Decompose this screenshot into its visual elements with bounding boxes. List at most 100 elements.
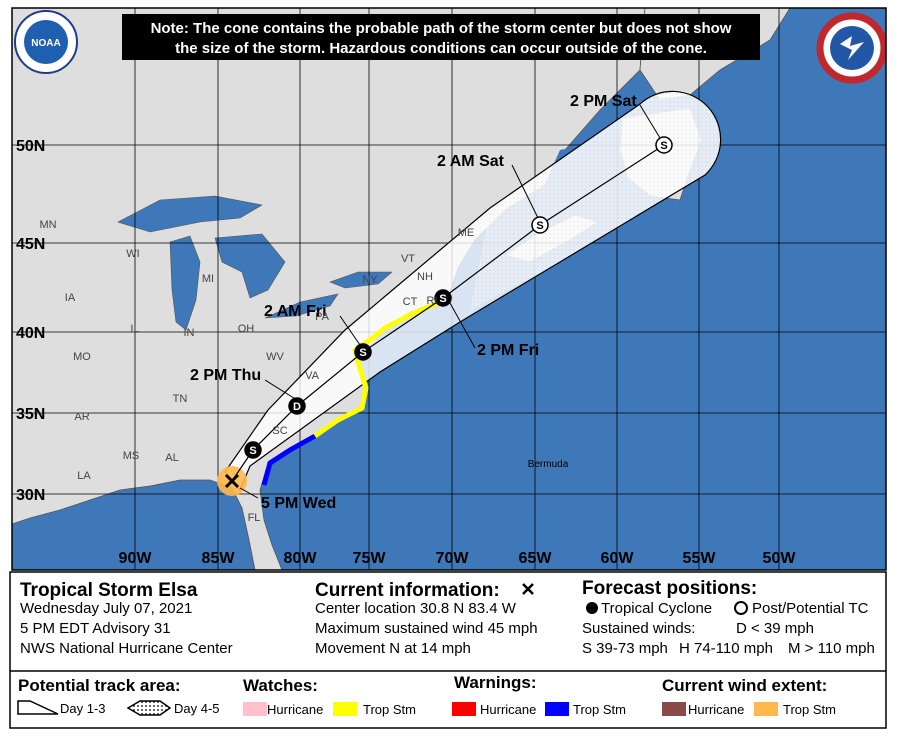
point-symbol: D xyxy=(293,401,301,413)
state-label: WI xyxy=(126,248,139,260)
state-label: PA xyxy=(315,311,330,323)
state-label: MO xyxy=(73,351,91,363)
state-label: MS xyxy=(123,450,140,462)
state-label: AL xyxy=(165,452,178,464)
legend-text: Sustained winds: xyxy=(582,620,695,637)
place-label: Bermuda xyxy=(528,459,569,470)
lat-label: 35N xyxy=(16,406,45,423)
current-icon xyxy=(522,583,534,595)
map-frame xyxy=(11,7,887,571)
day13-icon xyxy=(17,700,59,715)
section-title: Forecast positions: xyxy=(582,578,757,599)
legend-title: Current wind extent: xyxy=(662,676,827,695)
swatch xyxy=(662,702,686,716)
leader-line xyxy=(511,164,539,219)
lake-ontario xyxy=(329,271,393,289)
forecast-point xyxy=(354,343,372,361)
swatch xyxy=(545,702,569,716)
info-line: Center location 30.8 N 83.4 W xyxy=(315,600,517,617)
lon-label: 55W xyxy=(683,550,717,567)
legend-text: Day 1-3 xyxy=(60,701,106,716)
note: the size of the storm. Hazardous conditi… xyxy=(175,40,707,57)
swatch xyxy=(333,702,357,716)
legend-text: H 74-110 mph xyxy=(679,640,773,657)
forecast-point xyxy=(655,136,673,154)
state-label: ME xyxy=(458,227,475,239)
state-label: SC xyxy=(272,425,287,437)
leader-line xyxy=(264,379,298,401)
lat-label: 45N xyxy=(16,236,45,253)
info-line: Maximum sustained wind 45 mph xyxy=(315,620,538,637)
leader-line xyxy=(639,104,661,139)
leader-line xyxy=(339,315,361,346)
state-labels: MN WI MI IA IL IN OH MO WV VA TN AR SC MS AL LA FL PA NY VT… xyxy=(39,219,474,524)
point-label: 5 PM Wed xyxy=(261,495,336,512)
logo-text: NOAA xyxy=(31,38,60,49)
state-label: LA xyxy=(77,470,91,482)
legend-text: D < 39 mph xyxy=(736,620,814,637)
legend-text: Tropical Cyclone xyxy=(601,600,712,617)
state-label: MN xyxy=(39,219,56,231)
legend-text: S 39-73 mph xyxy=(582,640,668,657)
lat-label: 40N xyxy=(16,325,45,342)
lake-erie xyxy=(264,293,339,319)
current-position xyxy=(224,473,240,489)
state-label: IN xyxy=(184,327,195,339)
cone xyxy=(224,90,722,492)
info-line: Movement N at 14 mph xyxy=(315,640,471,657)
leader-line xyxy=(239,487,259,499)
lake-michigan xyxy=(169,235,201,331)
state-label: TN xyxy=(173,393,188,405)
lake-huron xyxy=(214,233,286,299)
state-label: CT xyxy=(403,296,418,308)
lon-label: 80W xyxy=(284,550,318,567)
point-symbol: S xyxy=(439,293,446,305)
state-label: AR xyxy=(74,411,89,423)
nws-logo xyxy=(816,12,886,84)
lat-label: 50N xyxy=(16,138,45,155)
point-symbol: S xyxy=(359,347,366,359)
lon-label: 50W xyxy=(763,550,797,567)
lon-label: 75W xyxy=(353,550,387,567)
note: Note: The cone contains the probable pat… xyxy=(151,20,732,37)
point-symbol: S xyxy=(660,140,667,152)
swatch xyxy=(452,702,476,716)
swatch-legend: Watches: Hurricane Trop Stm Warnings: Hurric… xyxy=(243,673,836,717)
day45-icon xyxy=(126,700,172,716)
legend-text: M > 110 mph xyxy=(788,640,875,657)
state-label: MI xyxy=(202,273,214,285)
lon-label: 90W xyxy=(119,550,153,567)
point-label: 2 PM Thu xyxy=(190,367,261,384)
legend-text: Trop Stm xyxy=(783,702,836,717)
section-title: Current information: xyxy=(315,580,500,601)
legend-title: Warnings: xyxy=(454,673,536,692)
point-label: 2 PM Sat xyxy=(570,93,637,110)
state-label: IA xyxy=(65,292,76,304)
state-label: FL xyxy=(248,512,261,524)
state-label: WV xyxy=(266,351,284,363)
swatch xyxy=(754,702,778,716)
center: NWS National Hurricane Center xyxy=(20,640,233,657)
forecast-point xyxy=(434,289,452,307)
forecast-points: S 2 PM Thu D 2 AM Fri S 2 PM Fri S 2 AM Sat S 2 P… xyxy=(190,93,673,459)
warning-trop-stm xyxy=(261,433,317,486)
noaa-logo: NOAA xyxy=(14,10,78,74)
state-label: IL xyxy=(130,323,139,335)
lon-label: 70W xyxy=(436,550,470,567)
state-label: VT xyxy=(401,253,415,265)
legend-text: Hurricane xyxy=(267,702,323,717)
point-symbol: S xyxy=(249,445,256,457)
point-label: 2 AM Sat xyxy=(437,153,505,170)
point-label: 2 AM Fri xyxy=(264,303,327,320)
leader-line xyxy=(449,302,476,349)
state-label: OH xyxy=(238,323,255,335)
point-symbol: S xyxy=(536,220,543,232)
lon-label: 65W xyxy=(519,550,553,567)
point-label: 2 PM Fri xyxy=(477,342,539,359)
legend-text: Hurricane xyxy=(688,702,744,717)
storm-date: Wednesday July 07, 2021 xyxy=(20,600,192,617)
lon-label: 60W xyxy=(601,550,635,567)
swatch xyxy=(243,702,267,716)
storm-name: Tropical Storm Elsa xyxy=(20,580,198,601)
lon-label: 85W xyxy=(202,550,236,567)
